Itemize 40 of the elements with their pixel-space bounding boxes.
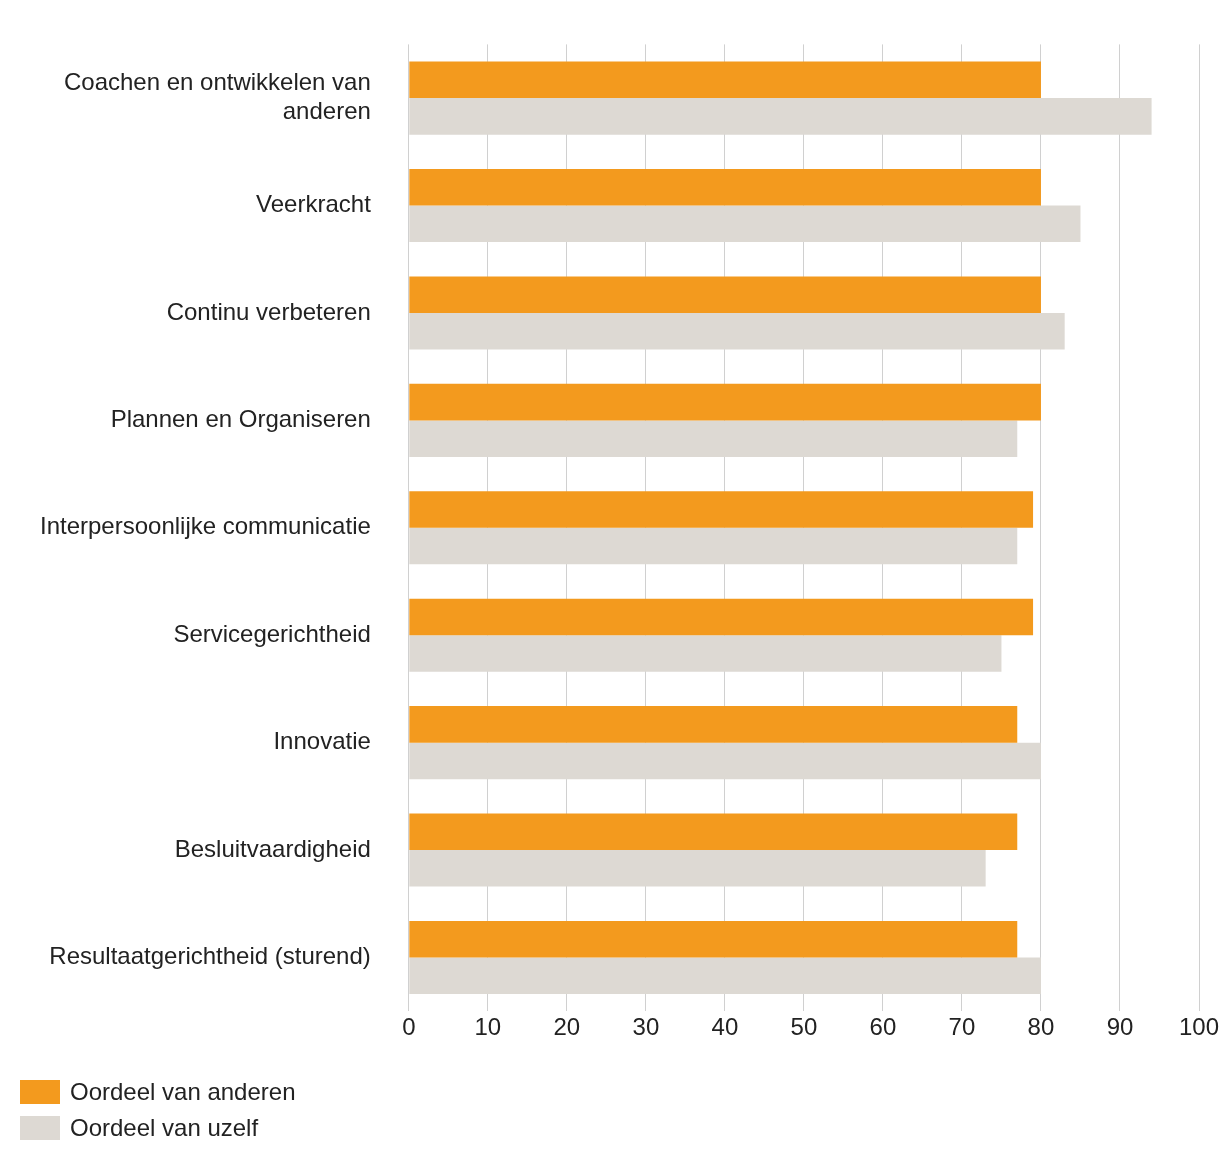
bar <box>409 957 1041 995</box>
bar <box>409 598 1034 636</box>
bar <box>409 312 1065 350</box>
y-tick-label: Resultaatgerichtheid (sturend) <box>49 942 371 970</box>
bar <box>409 98 1152 135</box>
x-tick-label: 10 <box>474 1013 502 1041</box>
legend-label: Oordeel van anderen <box>70 1078 296 1106</box>
x-tick-label: 30 <box>632 1013 660 1041</box>
y-tick-label: Coachen en ontwikkelen van anderen <box>63 68 371 125</box>
y-tick-label: Plannen en Organiseren <box>110 405 371 432</box>
x-tick-label: 0 <box>402 1013 416 1041</box>
bar <box>409 920 1018 958</box>
bar <box>409 706 1018 743</box>
bar <box>409 205 1081 243</box>
bar <box>409 420 1018 457</box>
bar <box>409 491 1034 528</box>
bar <box>409 850 986 887</box>
y-tick-label: Servicegerichtheid <box>173 619 371 647</box>
x-tick-label: 100 <box>1178 1013 1220 1041</box>
y-tick-label: Continu verbeteren <box>166 297 371 325</box>
x-tick-label: 70 <box>948 1013 976 1041</box>
y-tick-label: Veerkracht <box>256 190 372 218</box>
x-tick-label: 20 <box>553 1013 581 1041</box>
x-tick-label: 80 <box>1027 1013 1055 1041</box>
x-tick-label: 50 <box>790 1013 818 1041</box>
bar <box>409 742 1041 780</box>
y-tick-label: Interpersoonlijke communicatie <box>39 512 371 540</box>
x-tick-label: 60 <box>869 1013 897 1041</box>
bar <box>409 527 1018 565</box>
x-tick-label: 90 <box>1106 1013 1134 1041</box>
legend-label: Oordeel van uzelf <box>70 1114 259 1142</box>
bar <box>409 169 1041 206</box>
bar <box>409 276 1041 313</box>
bar <box>409 813 1018 851</box>
bar <box>409 61 1041 99</box>
y-tick-label: Besluitvaardigheid <box>174 834 371 862</box>
bar <box>409 635 1002 672</box>
bar <box>409 383 1041 421</box>
y-tick-label: Innovatie <box>273 727 371 755</box>
x-tick-label: 40 <box>711 1013 739 1041</box>
